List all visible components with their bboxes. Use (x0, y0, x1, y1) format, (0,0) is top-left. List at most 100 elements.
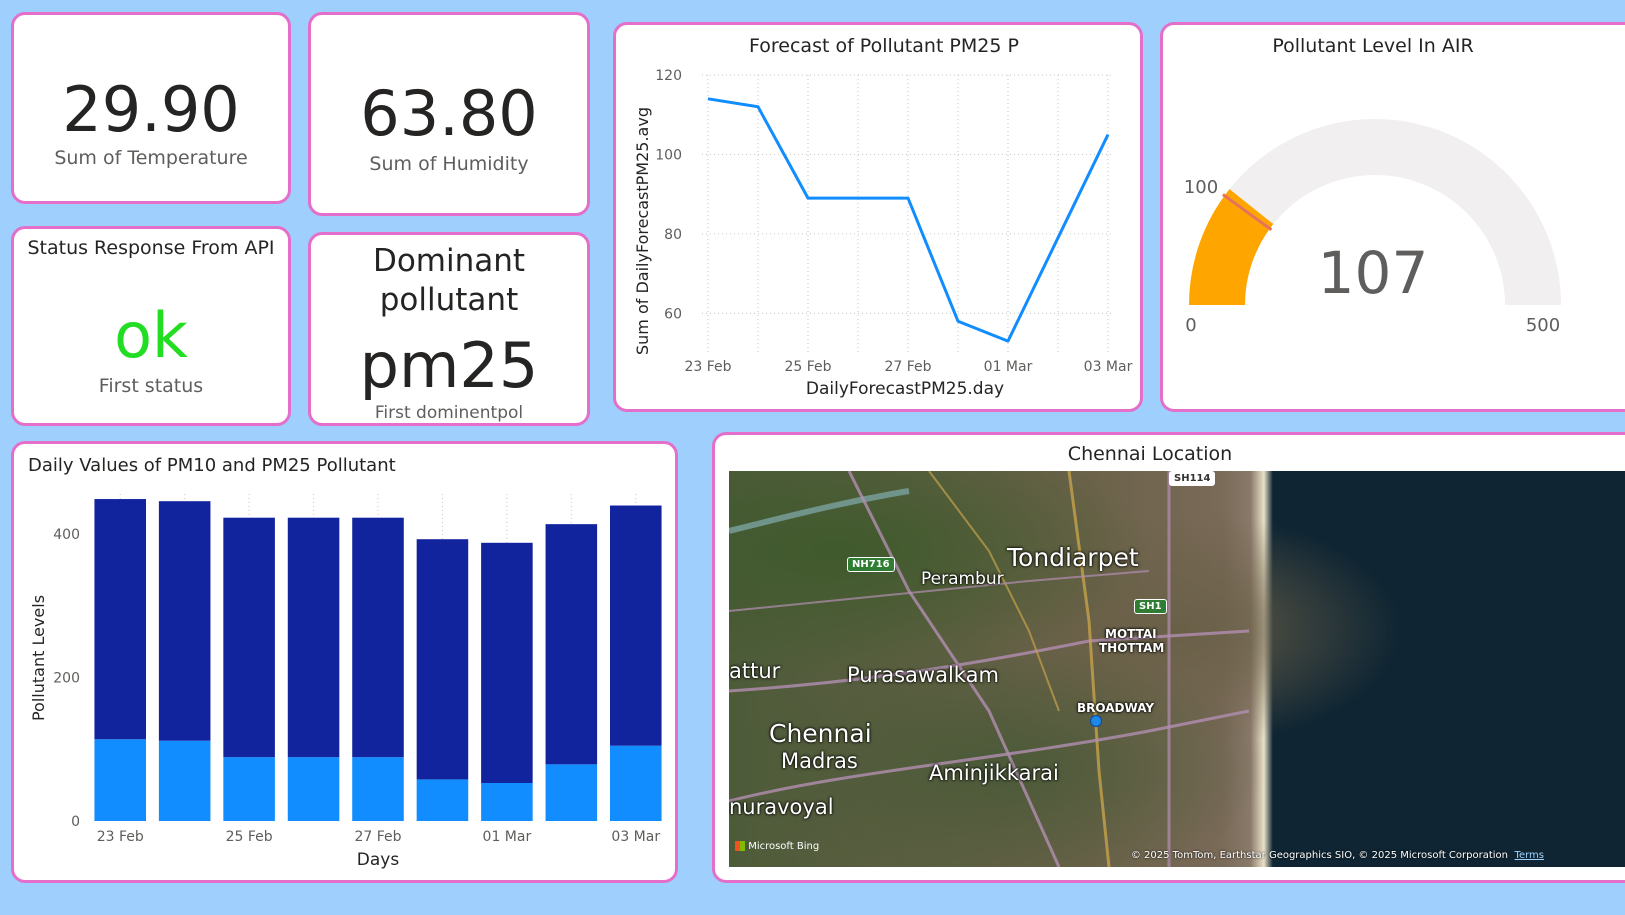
gauge-chart: 107 0 500 100 (1184, 119, 1561, 336)
forecast-x-tick: 23 Feb (684, 359, 731, 375)
map-label-tondiarpet: Tondiarpet (1007, 543, 1139, 572)
humidity-label: Sum of Humidity (369, 153, 529, 175)
temperature-value: 29.90 (62, 73, 240, 146)
forecast-data-point[interactable] (1055, 235, 1061, 241)
status-card[interactable]: Status Response From API ok First status (11, 226, 291, 426)
bar-y-tick: 400 (53, 527, 80, 543)
forecast-data-point[interactable] (905, 195, 911, 201)
bar-x-tick: 27 Feb (354, 829, 401, 845)
bar-segment-upper[interactable] (352, 517, 404, 758)
map-label-thottam: THOTTAM (1099, 641, 1165, 655)
bar-segment-upper[interactable] (94, 499, 146, 740)
forecast-chart-ylabel: Sum of DailyForecastPM25.avg (633, 107, 652, 355)
bar-segment-lower[interactable] (352, 757, 404, 821)
dominant-pollutant-value: pm25 (359, 329, 539, 402)
map-label-nuravoyal: nuravoyal (729, 795, 834, 819)
forecast-x-tick: 25 Feb (784, 359, 831, 375)
map-label-purasawalkam: Purasawalkam (847, 663, 999, 687)
map-shield-sh1: SH1 (1134, 599, 1167, 614)
bar-segment-lower[interactable] (287, 757, 340, 821)
forecast-line-chart: Forecast of Pollutant PM25 P Sum of Dail… (633, 35, 1133, 399)
bar-segment-upper[interactable] (610, 505, 662, 746)
gauge-value: 107 (1318, 239, 1429, 307)
forecast-y-tick: 100 (655, 147, 682, 163)
bar-y-tick: 0 (71, 814, 80, 830)
dominant-pollutant-title-line1: Dominant (372, 243, 526, 279)
forecast-series-line[interactable] (707, 97, 1110, 343)
map-title: Chennai Location (1067, 443, 1233, 465)
bar-segment-upper[interactable] (416, 539, 469, 780)
forecast-data-point[interactable] (955, 318, 961, 324)
bar-segment-lower[interactable] (610, 745, 662, 821)
forecast-data-point[interactable] (705, 96, 711, 102)
map-roads (729, 471, 1250, 867)
map-label-aminjikkarai: Aminjikkarai (929, 761, 1059, 785)
bar-segment-upper[interactable] (223, 517, 275, 758)
microsoft-logo-icon (735, 841, 745, 851)
bar-segment-upper[interactable] (481, 542, 533, 783)
forecast-x-tick: 03 Mar (1084, 359, 1133, 375)
bar-segment-lower[interactable] (481, 782, 533, 821)
gauge-track (1189, 119, 1561, 305)
map-label-chennai: Chennai (769, 719, 872, 748)
dominant-pollutant-card[interactable]: Dominant pollutant pm25 First dominentpo… (308, 232, 590, 426)
map-attribution: © 2025 TomTom, Earthstar Geographics SIO… (1131, 850, 1508, 861)
forecast-data-point[interactable] (805, 195, 811, 201)
bar-segment-upper[interactable] (158, 501, 211, 741)
forecast-data-point[interactable] (755, 104, 761, 110)
bar-segment-upper[interactable] (287, 517, 340, 758)
temperature-label: Sum of Temperature (54, 147, 248, 169)
map-bing-logo-text: Microsoft Bing (748, 841, 820, 852)
map-view[interactable]: Tondiarpet Perambur Purasawalkam Chennai… (729, 471, 1625, 867)
map-label-madras: Madras (781, 749, 858, 773)
bar-segment-lower[interactable] (545, 764, 598, 821)
forecast-chart-card[interactable]: Forecast of Pollutant PM25 P Sum of Dail… (613, 22, 1143, 412)
bar-chart-ylabel: Pollutant Levels (29, 595, 48, 721)
gauge-title: Pollutant Level In AIR (1272, 35, 1474, 57)
bar-segment-lower[interactable] (94, 739, 146, 821)
forecast-y-tick: 60 (664, 306, 682, 322)
bar-segment-lower[interactable] (223, 757, 275, 821)
dominant-pollutant-label: First dominentpol (374, 403, 524, 423)
dominant-pollutant-title-line2: pollutant (379, 282, 519, 318)
map-shield-sh114: SH114 (1169, 471, 1216, 486)
map-label-perambur: Perambur (921, 569, 1004, 589)
forecast-data-point[interactable] (1005, 338, 1011, 344)
humidity-value: 63.80 (360, 77, 538, 150)
bar-segment-lower[interactable] (158, 740, 211, 821)
bar-chart-card[interactable]: Daily Values of PM10 and PM25 Pollutant … (11, 441, 678, 883)
map-shield-nh716: NH716 (847, 557, 895, 572)
bar-x-tick: 01 Mar (483, 829, 532, 845)
map-label-broadway: BROADWAY (1077, 701, 1155, 715)
bar-x-tick: 23 Feb (97, 829, 144, 845)
pollutant-bar-chart: Daily Values of PM10 and PM25 Pollutant … (28, 455, 662, 870)
map-card[interactable]: Chennai Location Tondiarpet Perambur Pur… (712, 432, 1625, 883)
bar-chart-title: Daily Values of PM10 and PM25 Pollutant (28, 455, 396, 476)
forecast-chart-xlabel: DailyForecastPM25.day (806, 379, 1004, 399)
forecast-y-tick: 120 (655, 68, 682, 84)
gauge-fill (1189, 189, 1274, 305)
map-location-pin[interactable] (1090, 715, 1102, 727)
bar-x-tick: 03 Mar (611, 829, 660, 845)
status-value: ok (114, 299, 188, 372)
bar-segment-lower[interactable] (416, 779, 469, 821)
gauge-min: 0 (1185, 315, 1196, 336)
forecast-x-tick: 27 Feb (884, 359, 931, 375)
map-terms-link[interactable]: Terms (1514, 850, 1544, 861)
bar-x-tick: 25 Feb (226, 829, 273, 845)
status-label: First status (98, 375, 204, 397)
temperature-card[interactable]: 29.90 Sum of Temperature (11, 12, 291, 204)
map-label-mottai: MOTTAI (1105, 627, 1157, 641)
forecast-chart-title: Forecast of Pollutant PM25 P (749, 35, 1019, 57)
forecast-data-point[interactable] (855, 195, 861, 201)
gauge-target-label: 100 (1184, 177, 1218, 198)
gauge-max: 500 (1526, 315, 1560, 336)
forecast-data-point[interactable] (1105, 132, 1111, 138)
forecast-x-tick: 01 Mar (984, 359, 1033, 375)
map-bing-logo: Microsoft Bing (735, 841, 819, 852)
gauge-card[interactable]: Pollutant Level In AIR 107 0 500 100 (1160, 22, 1625, 412)
bar-segment-upper[interactable] (545, 524, 598, 765)
humidity-card[interactable]: 63.80 Sum of Humidity (308, 12, 590, 216)
status-card-title: Status Response From API (27, 237, 275, 259)
gauge-target-marker (1222, 193, 1273, 231)
